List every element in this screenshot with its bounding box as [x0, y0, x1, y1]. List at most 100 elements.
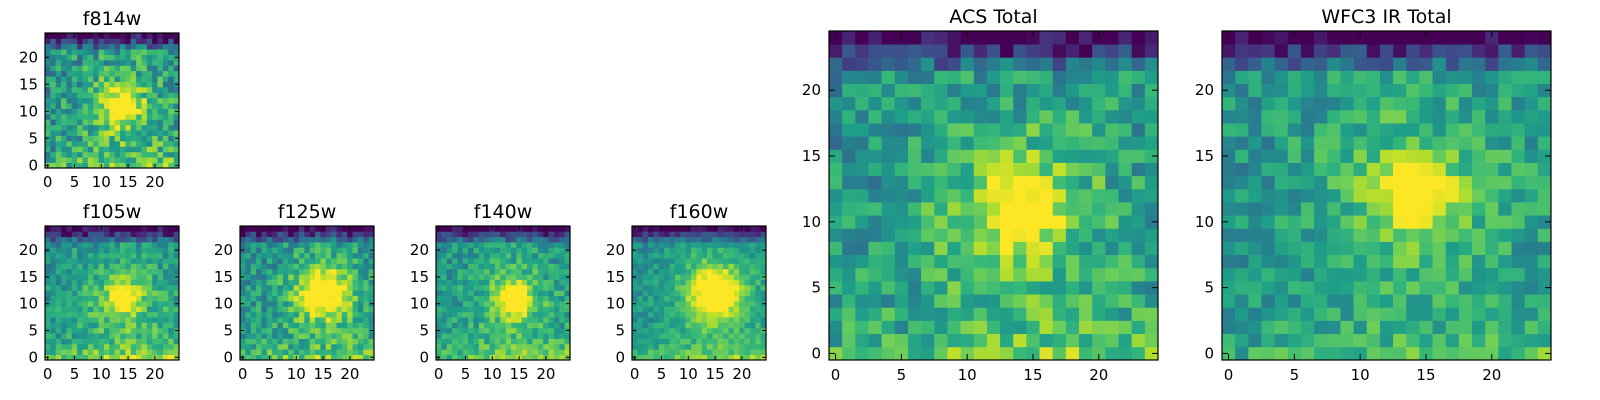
heatmap-cell — [1445, 162, 1460, 177]
heatmap-cell — [45, 130, 51, 136]
heatmap-cell — [760, 343, 767, 350]
heatmap-cell — [894, 307, 909, 321]
heatmap-cell — [707, 279, 713, 286]
heatmap-cell — [120, 103, 126, 109]
heatmap-cell — [1131, 31, 1146, 45]
heatmap-cell — [93, 157, 99, 163]
heatmap-cell — [245, 338, 252, 345]
heatmap-cell — [146, 349, 153, 355]
heatmap-cell — [50, 49, 57, 55]
heatmap-cell — [723, 349, 729, 355]
heatmap-cell — [511, 290, 517, 297]
heatmap-cell — [532, 317, 539, 323]
heatmap-cell — [690, 317, 697, 323]
heatmap-cell — [690, 242, 697, 248]
heatmap-cell — [744, 284, 751, 291]
heatmap-cell — [446, 263, 453, 270]
heatmap-cell — [87, 226, 94, 232]
heatmap-cell — [505, 290, 512, 297]
y-tick-label: 5 — [811, 279, 821, 297]
heatmap-cell — [1105, 57, 1119, 71]
heatmap-cell — [162, 49, 169, 55]
heatmap-cell — [842, 320, 856, 335]
heatmap-cell — [1445, 136, 1460, 150]
heatmap-cell — [162, 343, 169, 350]
heatmap-cell — [707, 231, 713, 238]
heatmap-cell — [1235, 83, 1249, 98]
heatmap-cell — [1079, 83, 1093, 98]
heatmap-cell — [532, 311, 539, 318]
heatmap-cell — [462, 317, 469, 323]
heatmap-cell — [1406, 57, 1420, 71]
heatmap-cell — [739, 349, 745, 355]
heatmap-cell — [674, 327, 681, 334]
heatmap-cell — [103, 354, 110, 361]
heatmap-cell — [114, 306, 121, 313]
heatmap-cell — [1013, 281, 1027, 295]
heatmap-cell — [130, 354, 137, 361]
heatmap-cell — [1314, 241, 1328, 256]
heatmap-cell — [632, 279, 638, 286]
heatmap-cell — [1498, 202, 1512, 216]
heatmap-cell — [1340, 346, 1354, 361]
heatmap-cell — [293, 247, 300, 254]
heatmap-cell — [537, 327, 544, 334]
heatmap-cell — [664, 279, 670, 286]
heatmap-cell — [1248, 175, 1262, 190]
heatmap-cell — [103, 124, 110, 131]
heatmap-cell — [868, 175, 882, 190]
heatmap-cell — [293, 295, 300, 302]
heatmap-cell — [357, 231, 364, 238]
heatmap-cell — [125, 317, 132, 323]
heatmap-cell — [347, 343, 353, 350]
heatmap-cell — [103, 65, 110, 72]
heatmap-cell — [462, 327, 469, 334]
heatmap-cell — [868, 57, 882, 71]
heatmap-cell — [288, 349, 294, 355]
heatmap-cell — [484, 301, 490, 307]
heatmap-cell — [674, 322, 681, 329]
heatmap-cell — [1445, 202, 1460, 216]
heatmap-cell — [282, 333, 289, 339]
heatmap-cell — [50, 33, 57, 39]
heatmap-cell — [701, 263, 708, 270]
heatmap-cell — [1131, 202, 1146, 216]
heatmap-cell — [457, 295, 464, 302]
heatmap-cell — [347, 349, 353, 355]
heatmap-cell — [505, 268, 512, 275]
heatmap-cell — [1300, 333, 1315, 348]
heatmap-cell — [130, 279, 137, 286]
heatmap-cell — [564, 343, 571, 350]
heatmap-cell — [368, 268, 375, 275]
heatmap-cell — [1406, 31, 1420, 45]
heatmap-cell — [1366, 149, 1381, 163]
heatmap-cell — [894, 31, 909, 45]
heatmap-cell — [1118, 31, 1133, 45]
heatmap-cell — [744, 274, 751, 280]
heatmap-cell — [532, 301, 539, 307]
heatmap-cell — [934, 109, 948, 124]
heatmap-cell — [282, 317, 289, 323]
heatmap-cell — [1537, 215, 1552, 229]
heatmap-cell — [272, 284, 278, 291]
heatmap-cell — [298, 242, 305, 248]
heatmap-cell — [93, 92, 99, 99]
plot-frame — [828, 30, 1159, 361]
heatmap-cell — [489, 236, 496, 243]
heatmap-cell — [907, 307, 922, 321]
heatmap-cell — [494, 247, 501, 254]
heatmap-cell — [537, 252, 544, 259]
heatmap-cell — [632, 295, 638, 302]
heatmap-cell — [1274, 307, 1289, 321]
heatmap-cell — [478, 333, 485, 339]
heatmap-cell — [109, 119, 116, 126]
heatmap-cell — [114, 97, 121, 104]
heatmap-cell — [1327, 254, 1341, 269]
y-tick-label: 0 — [419, 348, 429, 366]
heatmap-cell — [1406, 188, 1420, 203]
heatmap-cell — [484, 226, 490, 232]
heatmap-cell — [272, 311, 278, 318]
heatmap-cell — [728, 327, 735, 334]
heatmap-cell — [130, 343, 137, 350]
heatmap-cell — [125, 119, 132, 126]
